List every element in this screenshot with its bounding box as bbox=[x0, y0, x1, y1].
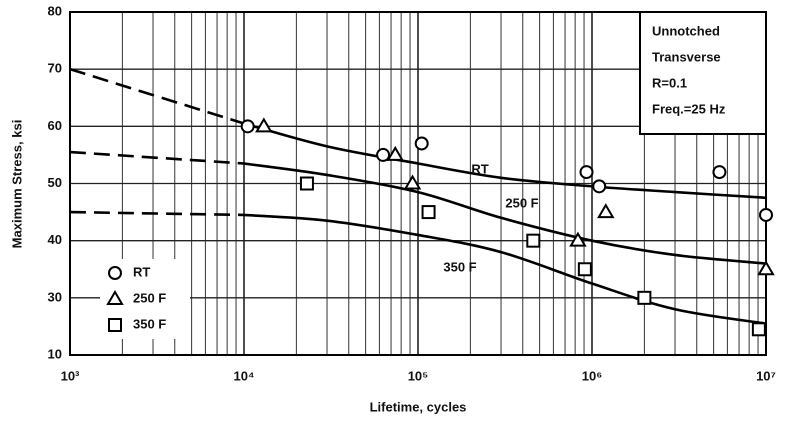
curve-label: 250 F bbox=[505, 195, 538, 210]
y-tick-label: 60 bbox=[48, 118, 62, 133]
legend-marker bbox=[108, 318, 122, 332]
marker bbox=[597, 203, 615, 219]
x-tick-label: 10⁵ bbox=[408, 368, 429, 383]
marker bbox=[637, 290, 652, 305]
marker bbox=[421, 205, 436, 220]
fit-curve bbox=[243, 122, 767, 200]
y-tick-label: 30 bbox=[48, 289, 62, 304]
marker bbox=[757, 260, 775, 276]
x-axis-label: Lifetime, cycles bbox=[370, 399, 467, 414]
legend-label: 250 F bbox=[133, 290, 166, 305]
legend-marker bbox=[108, 266, 122, 280]
marker bbox=[299, 176, 314, 191]
fit-curve bbox=[243, 213, 767, 325]
plot-frame bbox=[69, 11, 767, 356]
x-tick-label: 10³ bbox=[61, 368, 80, 383]
marker bbox=[255, 117, 273, 133]
y-axis-label: Maximum Stress, ksi bbox=[9, 120, 24, 249]
extrapolation-curve bbox=[69, 210, 245, 217]
y-tick-label: 40 bbox=[48, 232, 62, 247]
curve-label: RT bbox=[471, 161, 488, 176]
annotation-text: R=0.1 bbox=[652, 75, 687, 90]
marker bbox=[577, 262, 592, 277]
legend-label: RT bbox=[133, 264, 150, 279]
x-tick-label: 10⁷ bbox=[756, 368, 776, 383]
y-tick-label: 50 bbox=[48, 175, 62, 190]
annotation-box bbox=[639, 11, 767, 135]
annotation-text: Transverse bbox=[652, 49, 721, 64]
marker bbox=[751, 322, 766, 337]
marker bbox=[759, 207, 773, 222]
extrapolation-curve bbox=[69, 150, 245, 165]
marker bbox=[712, 165, 727, 180]
marker bbox=[240, 119, 255, 134]
marker bbox=[526, 233, 541, 248]
extrapolation-curve bbox=[69, 67, 245, 125]
x-tick-label: 10⁶ bbox=[582, 368, 602, 383]
marker bbox=[386, 145, 404, 161]
marker bbox=[376, 147, 391, 162]
legend-marker bbox=[106, 290, 124, 305]
legend-label: 350 F bbox=[133, 316, 166, 331]
y-tick-label: 10 bbox=[48, 346, 62, 361]
marker bbox=[569, 231, 587, 247]
annotation-text: Unnotched bbox=[652, 23, 720, 38]
y-tick-label: 80 bbox=[48, 3, 62, 18]
x-tick-label: 10⁴ bbox=[234, 368, 255, 383]
fit-curve bbox=[243, 162, 767, 265]
curve-label: 350 F bbox=[443, 259, 476, 274]
marker bbox=[403, 174, 422, 190]
y-tick-label: 70 bbox=[48, 61, 62, 76]
marker bbox=[414, 136, 429, 151]
marker bbox=[592, 179, 607, 194]
marker bbox=[579, 165, 594, 180]
annotation-text: Freq.=25 Hz bbox=[652, 101, 726, 116]
